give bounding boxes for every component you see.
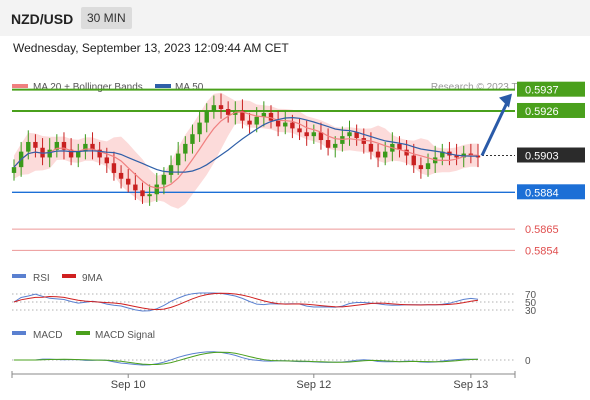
timestamp: Wednesday, September 13, 2023 12:09:44 A… xyxy=(13,41,289,55)
candle-body xyxy=(361,138,366,144)
candle-body xyxy=(304,132,309,137)
candle-body xyxy=(161,174,167,185)
candle-body xyxy=(61,141,67,150)
candle-body xyxy=(47,149,52,158)
candle-body xyxy=(83,143,88,152)
candle-body xyxy=(290,122,295,129)
candle-body xyxy=(111,163,117,173)
level-label-support: 0.5865 xyxy=(525,224,559,236)
candle-body xyxy=(425,163,431,170)
candle-body xyxy=(90,143,95,150)
candle-body xyxy=(11,167,17,173)
candle-body xyxy=(275,120,281,127)
instrument-title: NZD/USD xyxy=(11,11,74,27)
candle-body xyxy=(33,141,38,148)
ma20-legend-label: MA 20 + Bollinger Bands xyxy=(33,82,143,93)
candle-body xyxy=(411,155,416,166)
candle-body xyxy=(340,136,345,144)
candle-body xyxy=(147,194,152,197)
candle-body xyxy=(175,153,181,166)
rsi-legend-label: RSI xyxy=(33,273,50,284)
candle-body xyxy=(183,143,188,154)
rsi-level-label: 50 xyxy=(525,298,537,309)
candle-body xyxy=(140,190,145,197)
candle-body xyxy=(440,151,445,158)
candle-body xyxy=(104,157,109,164)
forecast-arrow-head xyxy=(499,93,512,108)
candle-body xyxy=(240,110,245,121)
candle-body xyxy=(454,155,459,158)
candle-body xyxy=(211,105,217,111)
ma50-legend-label: MA 50 xyxy=(175,82,204,93)
candle-body xyxy=(218,105,224,110)
candle-body xyxy=(168,165,174,175)
macd-legend-swatch xyxy=(12,331,26,335)
level-label-resistance: 0.5937 xyxy=(525,85,559,97)
level-tag-pivot xyxy=(517,184,585,200)
macd-signal-line xyxy=(14,351,479,365)
candle-body xyxy=(225,109,231,115)
candle-body xyxy=(126,178,131,185)
candle-body xyxy=(26,141,31,152)
candle-body xyxy=(368,143,374,152)
candle-body xyxy=(268,112,274,121)
candle-body xyxy=(333,143,338,148)
rsi-ma-line xyxy=(13,292,479,311)
candle-body xyxy=(118,172,124,179)
candle-body xyxy=(375,151,381,158)
rsi-level-label: 30 xyxy=(525,306,537,317)
macd-line xyxy=(14,351,479,366)
candle-body xyxy=(154,184,159,195)
level-label-pivot: 0.5884 xyxy=(525,187,559,199)
candle-body xyxy=(54,141,60,150)
candle-body xyxy=(68,149,74,158)
macd-legend-label: MACD xyxy=(33,330,62,341)
macd-zero-label: 0 xyxy=(525,356,531,367)
candle-body xyxy=(133,184,138,191)
candle-body xyxy=(197,122,202,135)
research-credit: Research © 2023 Trading Central xyxy=(431,82,580,93)
ma50-line xyxy=(13,116,478,173)
macd-signal-legend-swatch xyxy=(76,331,90,335)
candle-body xyxy=(283,122,288,127)
level-label-support: 0.5854 xyxy=(525,245,559,257)
level-tag-resistance xyxy=(517,81,585,97)
candle-body xyxy=(418,165,424,170)
candle-body xyxy=(347,132,352,137)
x-axis-tick-label: Sep 10 xyxy=(111,379,146,391)
candle-body xyxy=(383,151,388,158)
candle-body xyxy=(97,149,102,158)
candle-body xyxy=(297,128,302,133)
rsi-legend-swatch xyxy=(12,274,26,278)
rsi-ma-legend-swatch xyxy=(62,274,76,278)
level-label-resistance: 0.5926 xyxy=(525,106,559,118)
x-axis-tick-label: Sep 12 xyxy=(296,379,331,391)
candle-body xyxy=(397,143,402,150)
candle-body xyxy=(311,132,317,137)
candle-body xyxy=(190,134,195,144)
candle-body xyxy=(76,151,81,158)
ma20-legend-swatch xyxy=(12,84,28,88)
candle-body xyxy=(468,153,474,156)
macd-signal-legend-label: MACD Signal xyxy=(95,330,155,341)
candle-body xyxy=(404,149,409,156)
current-price-label: 0.5903 xyxy=(525,151,559,163)
current-price-tag xyxy=(517,147,585,163)
candle-body xyxy=(247,120,252,125)
level-tag-resistance xyxy=(517,102,585,118)
candle-body xyxy=(318,132,324,141)
candle-body xyxy=(325,140,331,148)
candle-body xyxy=(261,112,267,117)
forecast-arrow-shaft xyxy=(480,102,509,157)
timeframe-badge[interactable]: 30 MIN xyxy=(81,7,132,29)
candle-body xyxy=(354,132,359,139)
rsi-ma-legend-label: 9MA xyxy=(82,273,103,284)
rsi-level-label: 70 xyxy=(525,290,537,301)
candle-body xyxy=(204,110,209,123)
x-axis-tick-label: Sep 13 xyxy=(453,379,488,391)
candle-body xyxy=(254,116,259,125)
ma20-line xyxy=(13,111,478,189)
ma50-legend-swatch xyxy=(155,84,171,88)
